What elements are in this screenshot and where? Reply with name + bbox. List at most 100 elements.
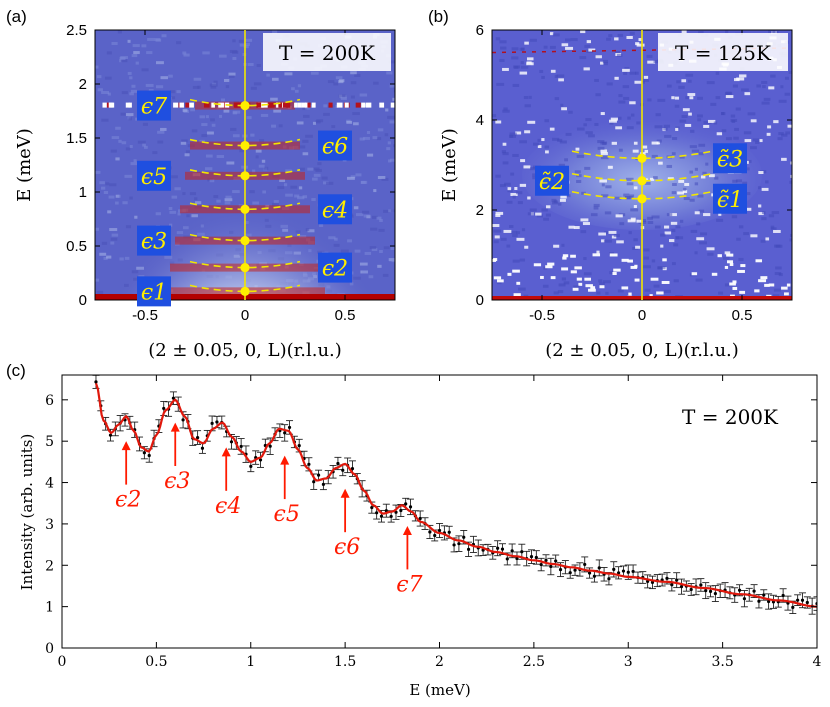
data-marker <box>379 514 384 518</box>
noise-pixel <box>393 89 395 93</box>
peak-marker: ϵ4 <box>215 447 241 519</box>
noise-pixel <box>111 233 119 237</box>
noise-pixel <box>515 191 523 195</box>
y-tick-label: 0 <box>45 641 54 657</box>
noise-pixel <box>103 256 108 260</box>
noise-pixel <box>656 139 662 143</box>
noise-pixel <box>565 132 572 136</box>
mode-label-text: ϵ2 <box>322 257 348 282</box>
data-marker <box>375 511 379 515</box>
noise-pixel <box>125 113 134 117</box>
peak-arrow-head <box>402 525 412 535</box>
noise-pixel <box>697 118 702 122</box>
data-point <box>755 594 763 609</box>
noise-pixel <box>644 288 651 292</box>
panel-a-label: (a) <box>6 7 27 26</box>
noise-pixel <box>723 256 730 260</box>
noise-pixel <box>614 76 619 80</box>
noise-pixel <box>671 229 676 233</box>
noise-pixel <box>561 277 566 281</box>
data-point <box>678 578 686 595</box>
noise-pixel <box>678 179 685 183</box>
streak-pixel <box>108 102 113 108</box>
streak-pixel <box>301 102 307 108</box>
data-marker <box>534 555 538 560</box>
noise-pixel <box>685 73 694 77</box>
data-point <box>377 509 385 523</box>
noise-pixel <box>760 276 768 280</box>
data-marker <box>287 425 292 430</box>
noise-pixel <box>545 150 549 154</box>
noise-pixel <box>725 137 732 141</box>
noise-pixel <box>379 249 383 253</box>
mode-label-background <box>137 225 171 256</box>
noise-pixel <box>663 124 671 128</box>
noise-pixel <box>768 214 775 218</box>
noise-pixel <box>687 93 696 97</box>
noise-pixel <box>121 141 127 145</box>
mode-label-text: ϵ5 <box>141 165 167 190</box>
noise-pixel <box>384 133 389 137</box>
noise-pixel <box>623 71 628 75</box>
noise-pixel <box>616 240 624 244</box>
noise-pixel <box>647 98 652 102</box>
noise-pixel <box>614 37 619 41</box>
streak-pixel <box>305 102 309 108</box>
noise-pixel <box>570 270 577 274</box>
noise-pixel <box>627 259 633 263</box>
noise-pixel <box>689 96 694 100</box>
noise-pixel <box>596 250 600 254</box>
noise-pixel <box>746 207 752 211</box>
noise-pixel <box>752 138 759 142</box>
noise-pixel <box>612 271 617 275</box>
noise-pixel <box>697 96 703 100</box>
data-marker <box>457 542 461 546</box>
noise-pixel <box>768 86 775 90</box>
noise-pixel <box>518 287 526 291</box>
noise-pixel <box>340 97 347 101</box>
noise-pixel <box>545 213 551 217</box>
noise-pixel <box>512 195 516 199</box>
noise-pixel <box>576 127 585 131</box>
streak-pixel <box>185 102 190 108</box>
noise-pixel <box>323 104 328 108</box>
noise-pixel <box>580 230 587 234</box>
noise-pixel <box>542 284 549 288</box>
noise-pixel <box>568 225 575 229</box>
mode-point <box>637 153 647 163</box>
data-marker <box>529 555 534 559</box>
noise-pixel <box>560 103 564 107</box>
streak-pixel <box>297 102 302 108</box>
noise-pixel <box>115 157 120 161</box>
noise-pixel <box>557 290 564 294</box>
noise-pixel <box>602 59 608 63</box>
noise-pixel <box>389 84 395 88</box>
noise-pixel <box>785 131 790 135</box>
noise-pixel <box>108 195 115 199</box>
streak-pixel <box>365 102 372 108</box>
noise-pixel <box>684 123 692 127</box>
data-point <box>532 550 540 565</box>
noise-pixel <box>609 271 616 275</box>
noise-pixel <box>378 228 385 232</box>
mode-label-box: ϵ1 <box>137 276 171 307</box>
mode-label-box: ϵ̃3 <box>713 143 747 174</box>
noise-pixel <box>238 39 244 43</box>
data-point <box>668 578 676 592</box>
mode-point <box>240 101 250 111</box>
noise-pixel <box>182 51 187 55</box>
noise-pixel <box>536 214 543 218</box>
x-tick-label: 0.5 <box>732 307 753 324</box>
noise-pixel <box>512 153 519 157</box>
noise-pixel <box>503 229 512 233</box>
noise-pixel <box>687 79 692 83</box>
noise-pixel <box>155 85 164 89</box>
noise-pixel <box>617 33 624 37</box>
noise-pixel <box>614 196 622 200</box>
noise-pixel <box>600 156 609 160</box>
noise-pixel <box>772 294 780 298</box>
dispersion-curve <box>571 172 713 182</box>
noise-pixel <box>595 55 602 59</box>
dispersion-curve <box>189 233 301 242</box>
noise-pixel <box>684 182 690 186</box>
